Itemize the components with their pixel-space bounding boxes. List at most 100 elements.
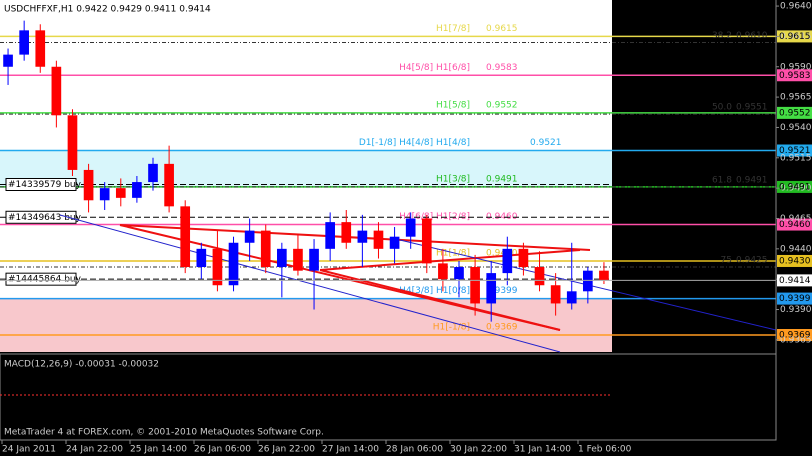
- x-tick-label: 24 Jan 22:00: [66, 445, 123, 455]
- candle-body: [470, 267, 480, 304]
- candle-body: [99, 188, 110, 201]
- candle-body: [599, 270, 609, 281]
- candle-body: [405, 218, 416, 237]
- price-box-label: 0.9460: [779, 220, 811, 230]
- level-value: 0.9369: [486, 323, 518, 333]
- y-tick-label: 0.9615: [780, 32, 812, 42]
- level-value: 0.9399: [486, 286, 518, 296]
- footer: MetaTrader 4 at FOREX.com, © 2001-2010 M…: [4, 428, 324, 438]
- fib-value: 0.9491: [736, 175, 768, 185]
- candle-body: [260, 230, 271, 268]
- level-name: H1[7/8]: [436, 24, 470, 34]
- candle-body: [228, 242, 239, 286]
- x-tick-label: 24 Jan 2011: [2, 445, 56, 455]
- price-box-label: 0.9430: [779, 256, 811, 266]
- candle-body: [3, 54, 13, 67]
- candle-body: [486, 273, 497, 304]
- candle-body: [164, 163, 174, 207]
- y-tick-label: 0.9465: [780, 214, 812, 224]
- macd-label: MACD(12,26,9) -0.00031 -0.00032: [4, 360, 159, 370]
- order-label: #14349643 buy: [8, 213, 82, 223]
- candle-body: [293, 248, 303, 271]
- candle-body: [583, 270, 593, 292]
- y-tick-label: 0.9590: [780, 62, 812, 72]
- order-bg: [5, 272, 77, 286]
- y-tick-label: 0.9440: [780, 244, 812, 254]
- macd-pane: [0, 353, 777, 441]
- candle-body: [35, 30, 46, 67]
- price-box: [777, 144, 812, 157]
- level-name: H1[3/8]: [436, 174, 470, 184]
- title-bg: [2, 2, 222, 14]
- candle-body: [51, 66, 62, 116]
- y-tick-label: 0.9365: [780, 335, 812, 345]
- price-box-label: 0.9369: [779, 331, 811, 341]
- price-box: [777, 106, 812, 119]
- level-value: 0.9583: [486, 63, 518, 73]
- level-value: 0.9552: [486, 100, 518, 110]
- x-tick-label: 1 Feb 06:00: [578, 445, 632, 455]
- price-box-label: 0.9552: [779, 108, 811, 118]
- x-tick-label: 25 Jan 14:00: [130, 445, 187, 455]
- y-tick-label: 0.9490: [780, 184, 812, 194]
- candle-body: [67, 115, 78, 170]
- level-value: 0.9460: [486, 212, 518, 222]
- price-box-label: 0.9615: [779, 32, 811, 42]
- candle-body: [309, 248, 319, 271]
- trendline: [119, 224, 591, 251]
- price-box-label: 0.9583: [779, 71, 811, 81]
- candle-body: [438, 263, 448, 280]
- candle-body: [534, 267, 545, 286]
- price-box-label: 0.9399: [779, 294, 811, 304]
- level-value: 0.9521: [530, 138, 562, 148]
- y-tick-label: 0.9540: [780, 123, 812, 133]
- level-value: 0.9615: [486, 24, 518, 34]
- level-name: H1[5/8]: [436, 100, 470, 110]
- price-box: [777, 329, 812, 342]
- candle-body: [454, 267, 464, 280]
- candle-body: [148, 163, 158, 183]
- candle-body: [357, 230, 368, 243]
- level-name: H4[5/8] H1[6/8]: [399, 63, 470, 73]
- price-box: [777, 292, 812, 305]
- x-tick-label: 26 Jan 06:00: [194, 445, 251, 455]
- level-name: H1[-1/8]: [433, 323, 470, 333]
- fib-name: 75: [721, 256, 732, 266]
- trendline: [59, 214, 561, 353]
- price-box: [777, 180, 812, 193]
- candle-body: [19, 30, 29, 55]
- level-value: 0.9491: [486, 174, 518, 184]
- candle-body: [566, 291, 577, 304]
- chart-title: USDCHFFXF,H1 0.9422 0.9429 0.9411 0.9414: [4, 5, 211, 15]
- candle-body: [196, 248, 207, 268]
- candle-body: [83, 169, 94, 201]
- fib-name: 61.8: [712, 175, 732, 185]
- price-pane: H1[7/8] 0.9615 H4[5/8] H1[6/8] 0.9583 H1[5/8…: [0, 0, 812, 353]
- fib-name: 50.0: [712, 103, 732, 113]
- price-box: [777, 69, 812, 82]
- candle-body: [325, 222, 335, 249]
- price-box-label: 0.9521: [779, 146, 811, 156]
- y-tick-label: 0.9390: [780, 305, 812, 315]
- fib-value: 0.9610: [736, 31, 768, 41]
- fib-value: 0.9551: [736, 103, 768, 113]
- trendline: [319, 249, 581, 271]
- candle-body: [421, 218, 432, 264]
- x-tick-label: 28 Jan 06:00: [386, 445, 443, 455]
- fib-name: 38.2: [712, 31, 732, 41]
- level-name: D1[-1/8] H4[4/8] H1[4/8]: [359, 138, 470, 148]
- price-box-label: 0.9491: [779, 182, 811, 192]
- candle-body: [132, 182, 142, 198]
- candle-body: [277, 248, 287, 268]
- order-bg: [5, 177, 77, 191]
- x-tick-label: 26 Jan 22:00: [258, 445, 315, 455]
- candle-body: [389, 236, 400, 249]
- candle-body: [341, 222, 352, 243]
- zone: [0, 150, 612, 187]
- candle-body: [244, 230, 255, 243]
- x-tick-label: 31 Jan 14:00: [514, 445, 571, 455]
- fib-value: 0.9425: [736, 256, 768, 266]
- y-tick-label: 0.9515: [780, 153, 812, 163]
- candle-body: [180, 206, 191, 268]
